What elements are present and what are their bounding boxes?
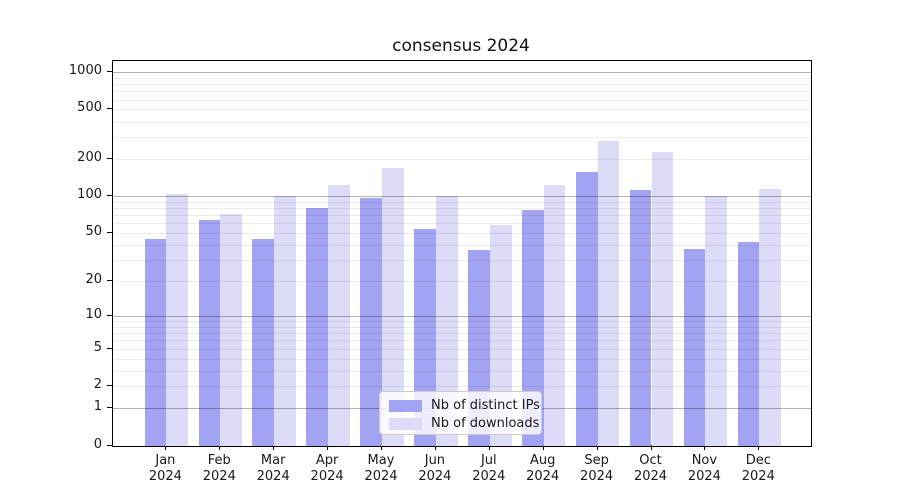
x-tick-label-sep: Sep 2024: [580, 453, 614, 484]
x-tick-label-oct: Oct 2024: [633, 453, 668, 484]
legend: Nb of distinct IPs Nb of downloads: [379, 391, 542, 435]
x-tick-mark: [704, 445, 706, 450]
y-tick-mark: [107, 407, 112, 408]
x-tick-mark: [219, 445, 221, 450]
bar-distinct-ips-dec: [737, 242, 760, 446]
bar-downloads-mar: [274, 195, 296, 446]
y-tick-label: 1000: [68, 63, 102, 78]
y-tick-mark: [107, 71, 112, 72]
x-tick-label-jan: Jan 2024: [148, 453, 182, 484]
x-tick-label-dec: Dec 2024: [741, 453, 775, 484]
x-tick-mark: [758, 445, 760, 450]
bar-downloads-apr: [328, 184, 350, 446]
bar-distinct-ips-sep: [575, 171, 598, 446]
x-tick-label-mar: Mar 2024: [256, 453, 290, 484]
y-tick-mark: [107, 279, 112, 281]
bar-downloads-jun: [435, 196, 458, 446]
y-tick-label: 0: [93, 436, 102, 452]
bar-distinct-ips-mar: [252, 238, 275, 446]
legend-label-distinct-ips: Nb of distinct IPs: [431, 398, 540, 413]
bar-downloads-aug: [543, 184, 566, 446]
y-tick-mark: [107, 157, 112, 159]
plot-area: [112, 60, 812, 447]
bar-distinct-ips-oct: [629, 190, 652, 446]
y-tick-mark: [107, 347, 112, 349]
y-tick-label: 20: [85, 271, 102, 287]
bar-distinct-ips-feb: [198, 219, 221, 446]
bars-layer: [113, 61, 811, 446]
x-tick-mark: [434, 445, 436, 450]
x-tick-mark: [273, 445, 275, 450]
x-tick-mark: [165, 445, 167, 450]
y-tick-label: 200: [77, 149, 102, 165]
legend-label-downloads: Nb of downloads: [431, 416, 540, 431]
x-tick-mark: [488, 445, 490, 450]
y-tick-mark: [107, 314, 112, 316]
y-tick-label: 10: [85, 306, 102, 322]
bar-distinct-ips-apr: [306, 207, 329, 446]
x-tick-label-apr: Apr 2024: [310, 453, 344, 484]
bar-downloads-feb: [220, 213, 243, 446]
y-tick-mark: [107, 444, 112, 446]
bar-distinct-ips-nov: [683, 248, 706, 446]
y-tick-label: 100: [77, 187, 102, 202]
x-tick-label-jun: Jun 2024: [418, 453, 452, 484]
x-tick-mark: [327, 445, 329, 450]
y-tick-label: 50: [85, 223, 102, 239]
bar-downloads-may: [382, 167, 404, 446]
x-tick-label-feb: Feb 2024: [202, 453, 236, 484]
bar-downloads-sep: [597, 140, 620, 446]
legend-swatch-distinct-ips: [389, 399, 422, 412]
bar-distinct-ips-jan: [144, 238, 167, 446]
y-tick-label: 2: [93, 377, 102, 393]
legend-swatch-downloads: [389, 417, 422, 430]
chart-title: consensus 2024: [392, 36, 530, 56]
legend-item-downloads: Nb of downloads: [389, 415, 539, 432]
x-tick-label-jul: Jul 2024: [472, 453, 506, 484]
y-tick-mark: [107, 195, 112, 196]
bar-downloads-nov: [705, 196, 728, 446]
y-tick-mark: [107, 231, 112, 233]
bar-downloads-jan: [166, 194, 189, 446]
y-tick-mark: [107, 385, 112, 387]
x-tick-label-aug: Aug 2024: [526, 453, 560, 484]
bar-distinct-ips-aug: [521, 210, 544, 446]
x-tick-mark: [650, 445, 652, 450]
legend-item-distinct-ips: Nb of distinct IPs: [389, 397, 540, 414]
y-tick-label: 5: [93, 339, 102, 355]
x-tick-mark: [596, 445, 598, 450]
x-tick-label-may: May 2024: [364, 453, 398, 484]
x-tick-label-nov: Nov 2024: [687, 453, 721, 484]
y-tick-label: 500: [77, 100, 102, 116]
x-tick-mark: [381, 445, 382, 450]
bar-distinct-ips-may: [360, 198, 382, 446]
bar-downloads-jul: [489, 225, 512, 446]
x-tick-mark: [542, 445, 544, 450]
y-tick-label: 1: [93, 399, 102, 414]
bar-downloads-dec: [759, 189, 782, 446]
y-tick-mark: [107, 108, 112, 110]
bar-downloads-oct: [651, 151, 674, 446]
